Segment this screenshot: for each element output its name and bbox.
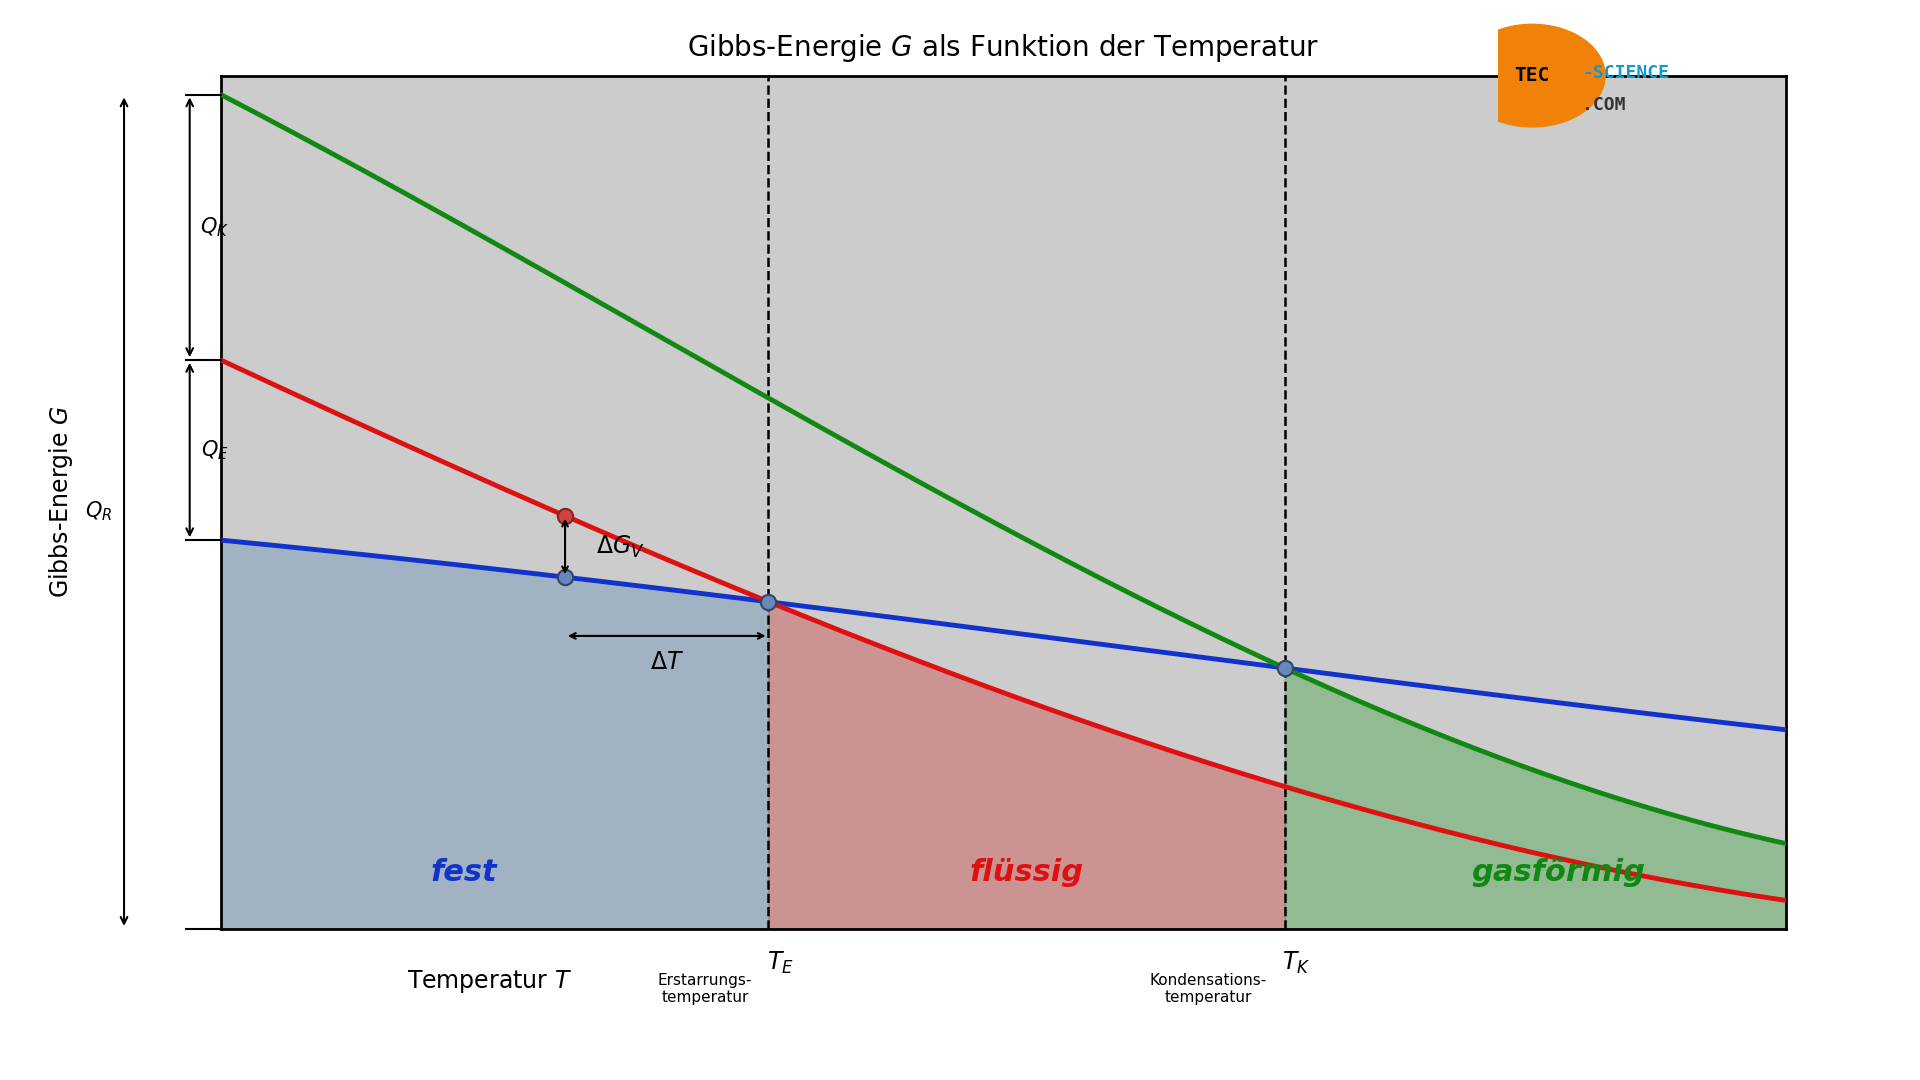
Text: gasförmig: gasförmig (1473, 859, 1645, 888)
Text: flüssig: flüssig (970, 859, 1083, 888)
Text: Erstarrungs-: Erstarrungs- (659, 973, 753, 988)
Text: Kondensations-: Kondensations- (1150, 973, 1267, 988)
Text: .COM: .COM (1582, 96, 1626, 114)
Text: -SCIENCE: -SCIENCE (1582, 64, 1668, 82)
Text: Temperatur $T$: Temperatur $T$ (407, 968, 572, 995)
Text: $T_E$: $T_E$ (766, 949, 793, 976)
Title: Gibbs-Energie $G$ als Funktion der Temperatur: Gibbs-Energie $G$ als Funktion der Tempe… (687, 32, 1319, 64)
Text: $Q_K$: $Q_K$ (200, 216, 228, 239)
Text: temperatur: temperatur (1164, 990, 1252, 1005)
Text: temperatur: temperatur (660, 990, 749, 1005)
Text: $\Delta T$: $\Delta T$ (649, 650, 684, 674)
Text: $Q_R$: $Q_R$ (86, 500, 113, 524)
Text: Gibbs-Energie $G$: Gibbs-Energie $G$ (48, 406, 75, 598)
Text: fest: fest (430, 859, 497, 888)
Text: $T_K$: $T_K$ (1283, 949, 1311, 976)
Text: $\Delta G_V$: $\Delta G_V$ (597, 534, 645, 559)
Circle shape (1459, 24, 1605, 127)
Text: $Q_E$: $Q_E$ (202, 438, 228, 462)
Text: TEC: TEC (1515, 66, 1549, 85)
